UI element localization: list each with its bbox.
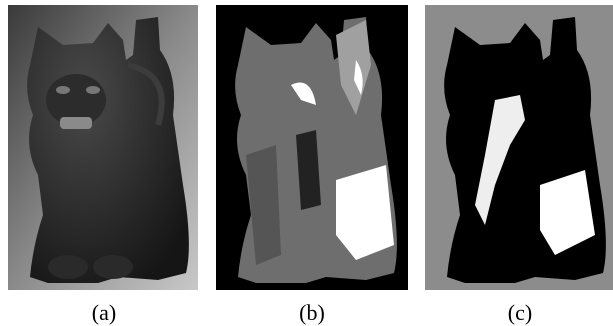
- caption: (b): [299, 300, 325, 325]
- figure: (a) (b) (c): [0, 0, 613, 326]
- page: (a) (b) (c) (() => { const data = JSON.p…: [0, 0, 613, 326]
- panel-c-image: [425, 5, 613, 290]
- panel-a-image: [8, 5, 198, 290]
- caption: (c): [508, 300, 532, 325]
- caption: (a): [92, 300, 116, 325]
- panel-b-image: [216, 5, 408, 290]
